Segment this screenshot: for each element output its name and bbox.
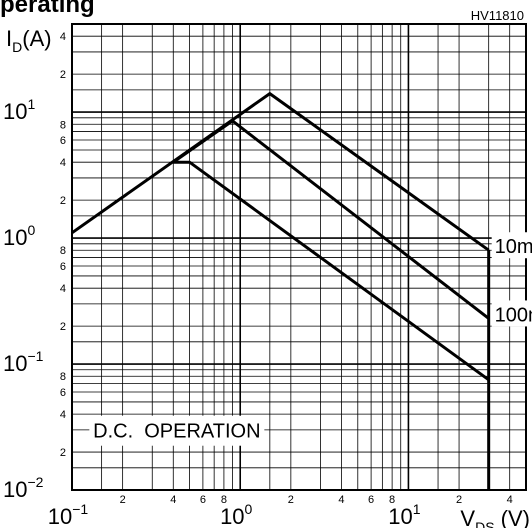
y-minor-tick-label: 2 <box>60 69 66 81</box>
x-major-tick-label: 101 <box>388 501 420 528</box>
y-axis-title: ID(A) <box>6 26 52 55</box>
x-minor-tick-label: 8 <box>221 494 227 506</box>
annotation-label: D.C. OPERATION <box>93 421 260 443</box>
y-minor-tick-label: 8 <box>60 245 66 257</box>
y-minor-tick-label: 8 <box>60 371 66 383</box>
y-minor-tick-label: 2 <box>60 447 66 459</box>
y-major-tick-label: 10−2 <box>3 474 44 502</box>
x-minor-tick-label: 2 <box>288 494 294 506</box>
plot-marks: 10ms 100ms D.C. OPERATION <box>71 91 532 490</box>
x-minor-tick-label: 6 <box>200 494 206 506</box>
y-minor-tick-label: 4 <box>60 31 66 43</box>
soa-curve-1 <box>71 91 490 252</box>
soa-curve-3 <box>173 160 490 382</box>
x-minor-tick-label: 4 <box>170 494 176 506</box>
y-minor-tick-label: 6 <box>60 261 66 273</box>
x-minor-tick-label: 2 <box>456 494 462 506</box>
x-minor-tick-label: 6 <box>368 494 374 506</box>
document-code: HV11810 <box>471 8 524 23</box>
y-minor-tick-label: 6 <box>60 135 66 147</box>
x-minor-tick-label: 4 <box>507 494 513 506</box>
y-major-tick-label: 10−1 <box>3 348 44 376</box>
y-major-tick-label: 100 <box>3 222 35 250</box>
x-minor-tick-label: 8 <box>389 494 395 506</box>
y-minor-tick-label: 4 <box>60 157 66 169</box>
axis-labels: 2468246824682410−210−1100101246824682468… <box>3 26 530 528</box>
annotation-background <box>89 415 265 446</box>
y-minor-tick-label: 4 <box>60 283 66 295</box>
x-minor-tick-label: 4 <box>338 494 344 506</box>
y-minor-tick-label: 4 <box>60 409 66 421</box>
x-minor-tick-label: 2 <box>120 494 126 506</box>
page-heading-fragment: perating <box>0 0 95 18</box>
y-minor-tick-label: 6 <box>60 387 66 399</box>
x-axis-title: VDS (V) <box>460 506 530 528</box>
soa-curve-2 <box>172 119 490 320</box>
series-label-background <box>491 232 532 259</box>
series-label: 10ms <box>495 236 532 258</box>
y-minor-tick-label: 8 <box>60 119 66 131</box>
grid <box>71 23 527 491</box>
x-major-tick-label: 10−1 <box>48 501 89 528</box>
x-major-tick-label: 100 <box>220 501 252 528</box>
y-major-tick-label: 101 <box>3 96 35 124</box>
series-label-background <box>491 300 532 327</box>
series-label: 100ms <box>495 304 532 326</box>
y-minor-tick-label: 2 <box>60 321 66 333</box>
y-minor-tick-label: 2 <box>60 195 66 207</box>
